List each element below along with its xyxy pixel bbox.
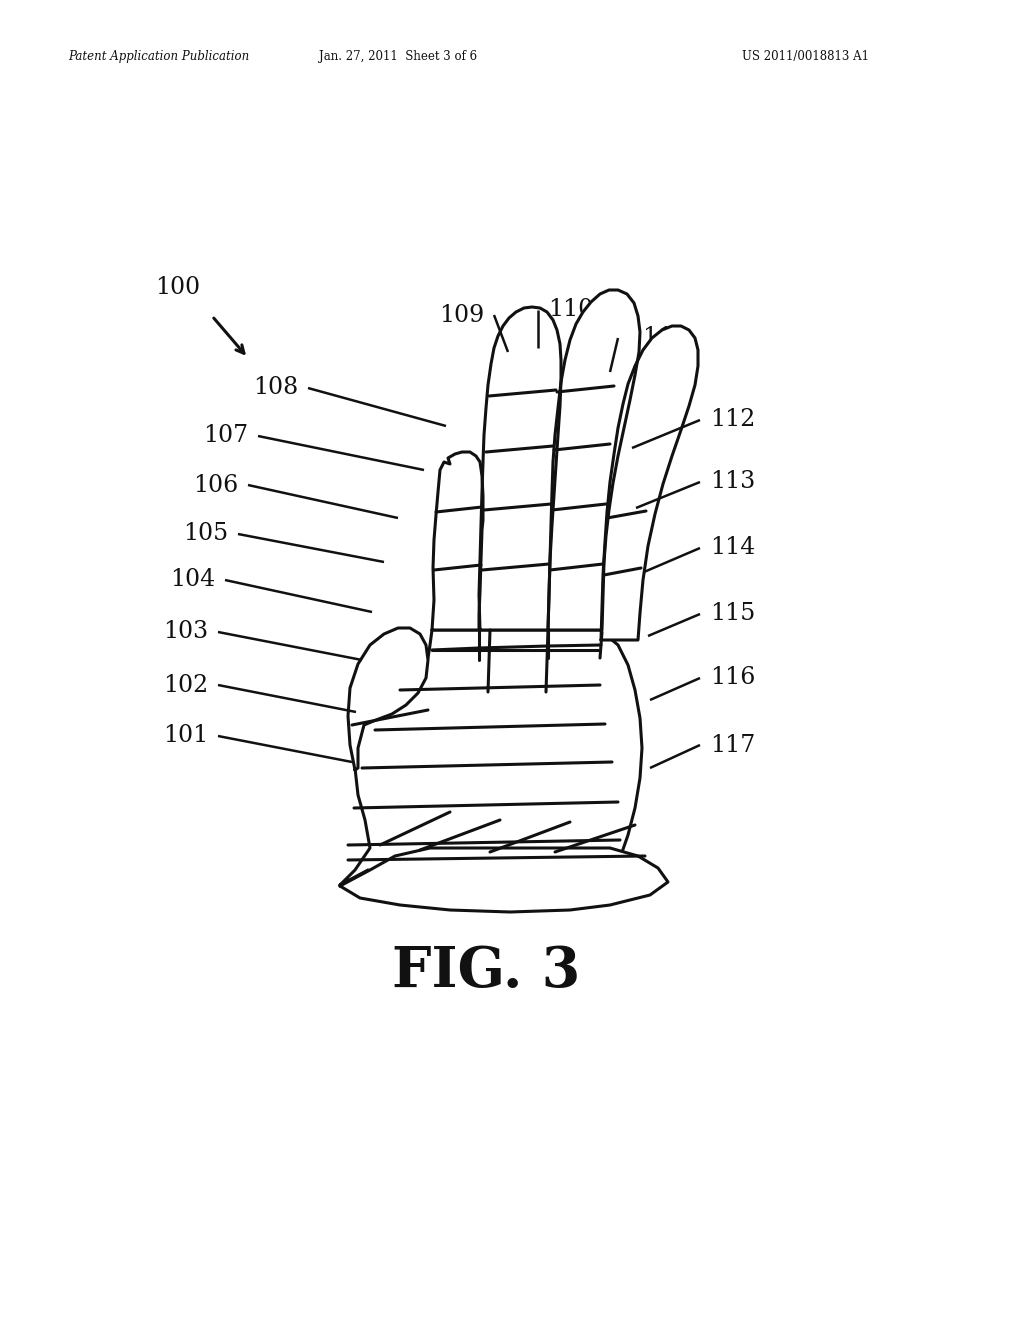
Text: 112: 112 xyxy=(710,408,756,432)
Text: 103: 103 xyxy=(163,620,208,644)
Text: US 2011/0018813 A1: US 2011/0018813 A1 xyxy=(742,50,869,63)
Text: 108: 108 xyxy=(253,376,298,400)
Polygon shape xyxy=(548,290,640,630)
Text: 110: 110 xyxy=(548,298,593,322)
Text: 109: 109 xyxy=(438,304,484,326)
Polygon shape xyxy=(601,326,698,640)
Text: 107: 107 xyxy=(203,425,248,447)
Polygon shape xyxy=(340,630,642,895)
Text: 115: 115 xyxy=(710,602,756,626)
Polygon shape xyxy=(432,451,483,630)
Text: 104: 104 xyxy=(170,569,215,591)
Text: Patent Application Publication: Patent Application Publication xyxy=(68,50,249,63)
Polygon shape xyxy=(479,308,561,630)
Text: 101: 101 xyxy=(163,725,208,747)
Text: 102: 102 xyxy=(163,673,208,697)
Text: 114: 114 xyxy=(710,536,756,560)
Polygon shape xyxy=(348,628,428,770)
Text: 106: 106 xyxy=(193,474,238,496)
Text: 117: 117 xyxy=(710,734,756,756)
Text: 105: 105 xyxy=(183,523,228,545)
Text: 111: 111 xyxy=(628,326,674,350)
Text: 100: 100 xyxy=(155,276,200,300)
Text: 116: 116 xyxy=(710,667,756,689)
Text: Jan. 27, 2011  Sheet 3 of 6: Jan. 27, 2011 Sheet 3 of 6 xyxy=(318,50,477,63)
Text: 113: 113 xyxy=(710,470,756,494)
Polygon shape xyxy=(340,847,668,912)
Text: FIG. 3: FIG. 3 xyxy=(392,945,581,999)
